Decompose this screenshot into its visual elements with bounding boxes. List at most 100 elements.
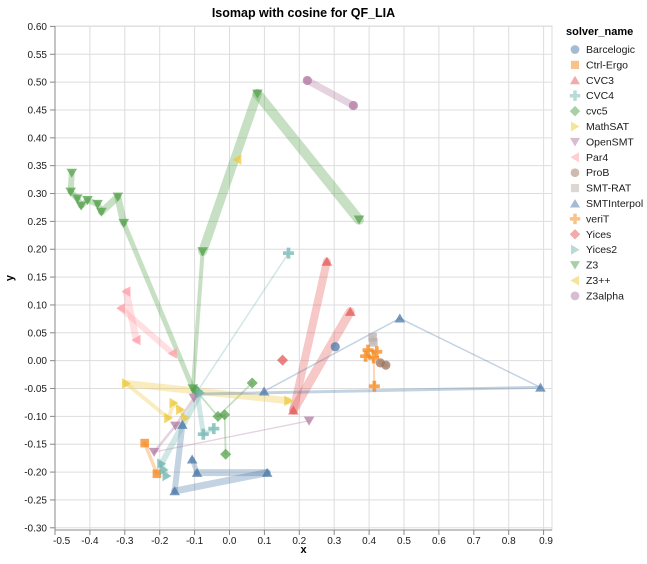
data-point [368, 337, 378, 347]
x-tick-label: 0.6 [432, 536, 446, 547]
data-point [112, 192, 124, 202]
data-point [167, 348, 177, 359]
data-point [535, 382, 546, 392]
x-tick-label: 0.3 [327, 536, 341, 547]
trail-OpenSMT [152, 396, 310, 454]
legend-item-CVC4: CVC4 [569, 90, 614, 102]
y-tick-label: 0.50 [28, 78, 48, 89]
data-point [187, 384, 199, 394]
data-point [570, 275, 579, 286]
y-tick-label: -0.25 [24, 495, 47, 506]
legend-item-label: veriT [586, 213, 610, 225]
data-point [569, 105, 581, 117]
legend-item-label: Yices [586, 229, 611, 241]
legend-item-Barcelogic: Barcelogic [570, 44, 635, 56]
data-point [303, 416, 315, 426]
legend-item-ProB: ProB [570, 167, 609, 179]
series-Ctrl-Ergo [140, 438, 162, 479]
data-point [196, 387, 206, 399]
x-tick-label: 0.5 [397, 536, 411, 547]
data-point [569, 198, 581, 208]
legend-item-label: cvc5 [586, 106, 608, 118]
legend-item-Z3: Z3 [569, 260, 598, 272]
legend-item-MathSAT: MathSAT [571, 121, 630, 133]
data-point [569, 229, 581, 240]
data-point [157, 458, 167, 470]
trail-segment [252, 88, 364, 225]
y-tick-label: -0.15 [24, 440, 47, 451]
legend-item-label: Z3++ [586, 275, 611, 287]
data-point [569, 137, 581, 147]
series-Yices [277, 354, 289, 366]
trail-Ctrl-Ergo [142, 441, 159, 476]
legend-item-Par4: Par4 [570, 152, 608, 164]
trail-segment [122, 288, 140, 344]
legend-title: solver_name [566, 26, 634, 38]
series-SMT-RAT [368, 332, 378, 347]
y-tick-label: -0.20 [24, 468, 47, 479]
data-point [571, 244, 580, 255]
trail-segment [171, 421, 186, 495]
y-tick-label: 0.40 [28, 133, 48, 144]
trail-CVC3 [288, 257, 355, 415]
data-point [302, 75, 312, 86]
data-point [75, 201, 87, 211]
data-point [570, 152, 579, 163]
x-tick-label: 0.7 [467, 536, 481, 547]
x-tick-label: -0.4 [81, 536, 99, 547]
data-point [360, 350, 372, 362]
gridlines [54, 25, 552, 530]
legend-item-label: SMT-RAT [586, 183, 632, 195]
data-point [570, 184, 580, 193]
data-point [362, 344, 374, 356]
data-point [170, 421, 181, 431]
data-point [569, 90, 581, 101]
data-point [394, 313, 406, 323]
legend-item-label: Z3 [586, 260, 598, 272]
data-point [220, 448, 232, 460]
data-point [321, 256, 333, 266]
x-axis-title: x [300, 544, 307, 556]
data-point [186, 454, 198, 464]
data-point [569, 261, 581, 270]
data-point [65, 187, 77, 197]
data-point [197, 428, 209, 440]
legend-item-label: SMTInterpol [586, 198, 643, 210]
trail-segment [114, 193, 128, 227]
trail-Z3alpha [303, 76, 357, 110]
data-point [261, 467, 273, 477]
y-tick-label: 0.05 [28, 328, 48, 339]
data-point [162, 470, 172, 482]
data-point [66, 168, 78, 178]
data-point [569, 213, 581, 225]
data-point [118, 218, 130, 228]
trail-segment [289, 257, 331, 415]
trail-segment [171, 469, 271, 495]
x-tick-label: 0.9 [539, 536, 553, 547]
legend-item-label: MathSAT [586, 121, 630, 133]
legend-item-label: Barcelogic [586, 44, 635, 56]
data-point [197, 247, 208, 257]
legend-item-label: CVC3 [586, 75, 614, 87]
y-tick-label: 0.60 [28, 22, 48, 33]
y-tick-label: -0.05 [24, 384, 47, 395]
y-tick-label: 0.20 [28, 245, 48, 256]
chart-title: Isomap with cosine for QF_LIA [211, 6, 396, 20]
x-tick-label: 0.4 [362, 536, 376, 547]
series-CVC4 [191, 247, 294, 440]
trail-segment [122, 380, 292, 405]
series-Z3++ [232, 154, 242, 165]
data-point [191, 467, 203, 477]
data-point [348, 100, 358, 111]
data-point [219, 409, 231, 421]
legend-item-label: ProB [586, 167, 609, 179]
trail-segment [121, 220, 196, 392]
data-point [330, 342, 340, 352]
data-point [282, 247, 294, 259]
legend-item-CVC3: CVC3 [569, 75, 614, 87]
legend-item-Z3alpha: Z3alpha [570, 290, 624, 302]
legend-item-veriT: veriT [569, 213, 610, 225]
legend-item-label: Z3alpha [586, 290, 624, 302]
